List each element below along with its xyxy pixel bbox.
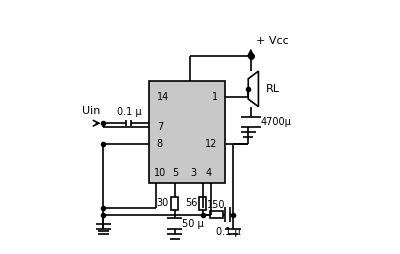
Text: 150: 150 <box>207 200 226 210</box>
Text: Uin: Uin <box>82 106 100 116</box>
Text: 12: 12 <box>206 139 218 149</box>
Text: 10: 10 <box>154 168 166 178</box>
Polygon shape <box>248 71 258 107</box>
Text: 56: 56 <box>185 198 198 208</box>
Text: 1: 1 <box>212 91 218 102</box>
Text: 8: 8 <box>157 139 163 149</box>
Text: 0.1 μ: 0.1 μ <box>216 227 240 237</box>
Bar <box>172 197 178 210</box>
Text: 3: 3 <box>190 168 196 178</box>
Text: 0.1 μ: 0.1 μ <box>116 107 141 117</box>
Text: 30: 30 <box>157 198 169 208</box>
Bar <box>199 197 206 210</box>
Text: 14: 14 <box>157 91 169 102</box>
Text: + Vcc: + Vcc <box>256 36 289 46</box>
Text: 4700μ: 4700μ <box>261 117 292 127</box>
Bar <box>149 81 226 183</box>
Text: 5: 5 <box>172 168 178 178</box>
Text: 50 μ: 50 μ <box>182 218 204 229</box>
Text: RL: RL <box>266 84 280 94</box>
Text: 4: 4 <box>205 168 211 178</box>
Bar <box>210 211 223 218</box>
Text: 7: 7 <box>157 122 163 132</box>
